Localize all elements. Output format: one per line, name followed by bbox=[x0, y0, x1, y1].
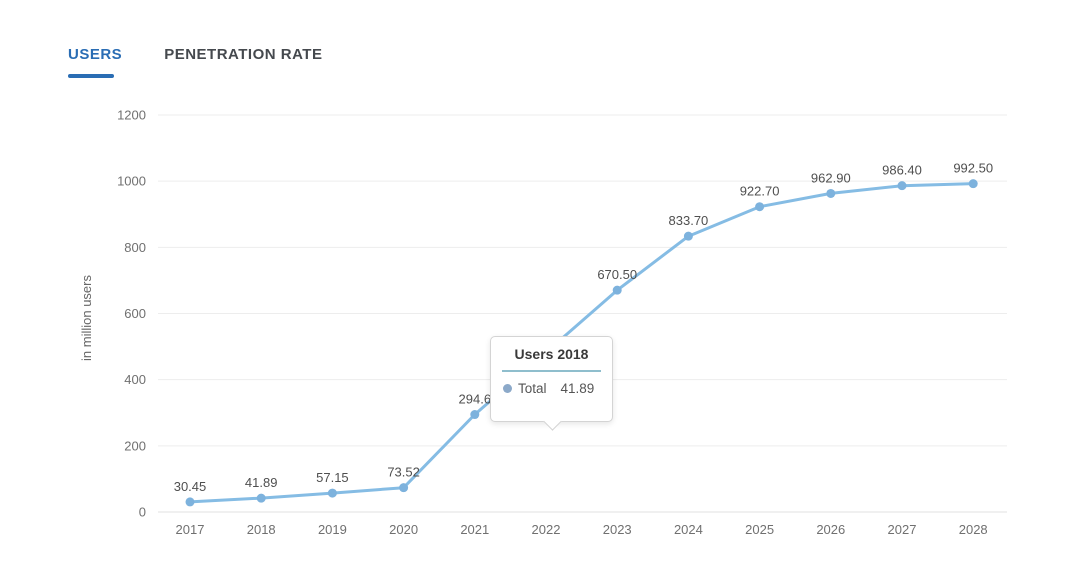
active-tab-underline bbox=[68, 74, 114, 78]
tooltip-title: Users 2018 bbox=[514, 346, 589, 362]
data-point-marker[interactable] bbox=[826, 188, 836, 198]
data-point-marker[interactable] bbox=[683, 231, 693, 241]
data-point-label: 41.89 bbox=[245, 475, 278, 490]
chart-tabs: USERS PENETRATION RATE bbox=[68, 46, 322, 63]
y-tick-label: 1200 bbox=[117, 108, 146, 123]
series-line bbox=[188, 182, 975, 504]
data-point-label: 57.15 bbox=[316, 470, 349, 485]
tab-penetration-rate[interactable]: PENETRATION RATE bbox=[164, 46, 323, 63]
data-point-marker[interactable] bbox=[256, 493, 266, 503]
data-point-label: 30.45 bbox=[174, 479, 207, 494]
x-tick-label: 2020 bbox=[389, 522, 418, 537]
y-tick-label: 800 bbox=[124, 240, 146, 255]
y-axis-title: in million users bbox=[79, 275, 94, 361]
x-tick-label: 2027 bbox=[888, 522, 917, 537]
x-tick-label: 2017 bbox=[176, 522, 205, 537]
tooltip-row: Total 41.89 bbox=[503, 381, 612, 396]
tooltip-value: 41.89 bbox=[560, 381, 595, 396]
y-tick-label: 600 bbox=[124, 306, 146, 321]
data-point-marker[interactable] bbox=[897, 181, 907, 191]
y-tick-label: 200 bbox=[124, 438, 146, 453]
series-dot-icon bbox=[503, 384, 512, 393]
y-tick-label: 400 bbox=[124, 372, 146, 387]
tooltip-divider bbox=[502, 370, 601, 372]
x-tick-label: 2022 bbox=[532, 522, 561, 537]
data-point-label: 670.50 bbox=[597, 267, 637, 282]
y-tick-label: 1000 bbox=[117, 174, 146, 189]
x-tick-label: 2023 bbox=[603, 522, 632, 537]
x-tick-label: 2021 bbox=[460, 522, 489, 537]
x-tick-label: 2024 bbox=[674, 522, 703, 537]
tab-users[interactable]: USERS bbox=[68, 46, 123, 63]
data-point-marker[interactable] bbox=[399, 483, 409, 493]
data-point-marker[interactable] bbox=[185, 497, 195, 507]
x-tick-label: 2026 bbox=[816, 522, 845, 537]
data-point-marker[interactable] bbox=[612, 285, 622, 295]
data-point-marker[interactable] bbox=[470, 410, 480, 420]
data-point-label: 922.70 bbox=[740, 184, 780, 199]
data-point-marker[interactable] bbox=[755, 202, 765, 212]
data-point-label: 73.52 bbox=[387, 465, 420, 480]
data-point-label: 962.90 bbox=[811, 170, 851, 185]
x-tick-label: 2028 bbox=[959, 522, 988, 537]
x-tick-label: 2019 bbox=[318, 522, 347, 537]
y-tick-label: 0 bbox=[139, 505, 146, 520]
data-point-label: 833.70 bbox=[669, 213, 709, 228]
data-point-marker[interactable] bbox=[968, 179, 978, 189]
x-tick-label: 2025 bbox=[745, 522, 774, 537]
data-point-label: 992.50 bbox=[953, 161, 993, 176]
tooltip: Users 2018 Total 41.89 bbox=[490, 336, 613, 422]
x-tick-label: 2018 bbox=[247, 522, 276, 537]
data-point-label: 986.40 bbox=[882, 163, 922, 178]
data-point-marker[interactable] bbox=[327, 488, 337, 498]
data-point-label: 294.6 bbox=[459, 392, 492, 407]
tooltip-series-label: Total bbox=[518, 381, 547, 396]
